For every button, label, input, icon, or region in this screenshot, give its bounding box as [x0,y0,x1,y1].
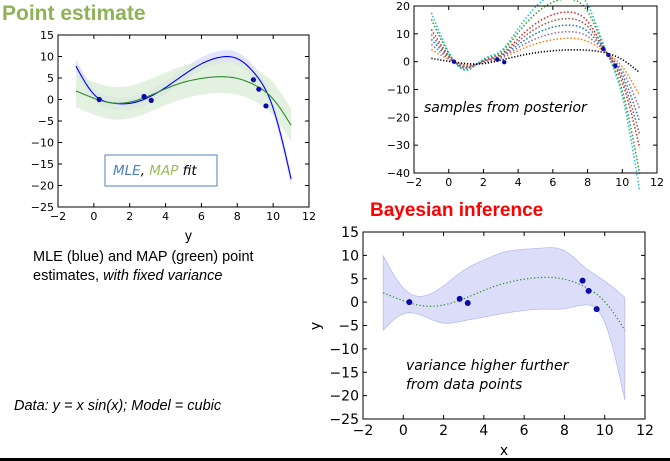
posterior-x-tick-label: 8 [584,176,591,189]
posterior-y-tick-label: 20 [396,0,410,13]
posterior-y-tick-label: 0 [403,56,410,69]
point-estimate-x-tick-label: 8 [234,210,241,223]
point-estimate-data-point [250,77,257,83]
point-estimate-data-point [148,97,154,103]
heading-bayesian-inference: Bayesian inference [370,200,544,221]
posterior-y-tick-label: 10 [396,28,410,41]
bayes-data-point [406,299,413,306]
point-estimate-note: MLE (blue) and MAP (green) point estimat… [33,248,283,286]
bayes-data-point [593,306,600,313]
point-estimate-y-tick-label: −15 [31,158,54,171]
point-estimate-y-tick-label: 0 [47,93,54,106]
point-estimate-y-tick-label: −5 [38,115,54,128]
bayes-y-tick-label: −25 [329,412,359,428]
posterior-x-tick-label: 12 [650,176,664,189]
posterior-data-point [606,52,611,58]
heading-point-estimate: Point estimate [2,2,146,25]
posterior-data-point [495,57,500,62]
fit-legend-mle: MLE [113,163,141,179]
bayes-data-point [456,295,463,302]
fit-legend-text: MLE, MAP fit [113,163,197,179]
posterior-sample-line [430,0,641,192]
bayes-y-axis-label: y [308,322,324,330]
bayes-data-point [579,277,586,284]
bayes-y-tick-label: −20 [329,389,359,405]
posterior-x-tick-label: 0 [445,176,452,189]
bayes-y-tick-label: −15 [329,365,359,381]
point-estimate-y-tick-label: 10 [40,50,54,63]
fit-legend-sep: , [141,163,150,179]
data-model-note: Data: y = x sin(x); Model = cubic [14,398,222,414]
point-estimate-x-tick-label: 6 [198,210,205,223]
point-estimate-x-axis-label: y [185,229,193,244]
bayes-mean-line [382,276,626,331]
posterior-x-tick-label: −2 [406,176,422,189]
bayes-y-tick-label: 10 [341,248,359,264]
bayes-x-tick-label: 2 [439,423,448,439]
posterior-y-tick-label: −10 [387,83,410,96]
point-estimate-x-tick-label: 2 [126,210,133,223]
point-estimate-x-tick-label: 4 [162,210,169,223]
posterior-annotation: samples from posterior [424,100,588,116]
posterior-y-tick-label: −20 [387,111,410,124]
bayes-annotation-line: from data points [406,377,522,393]
posterior-sample-line-dark [431,49,641,74]
posterior-x-tick-label: 6 [549,176,556,189]
bayes-x-axis-label: x [500,443,508,459]
fit-legend-tail: fit [178,163,197,179]
posterior-x-tick-label: 2 [480,176,487,189]
bayes-data-point [464,300,471,307]
bayes-x-tick-label: 10 [596,423,614,439]
bayes-x-tick-label: 0 [399,423,408,439]
posterior-sample-line [430,17,641,135]
posterior-sample-line [430,30,641,110]
point-estimate-y-tick-label: −25 [31,201,54,214]
bayes-x-tick-label: −2 [353,423,374,439]
point-estimate-y-tick-label: −10 [31,136,54,149]
point-estimate-x-tick-label: 0 [90,210,97,223]
bayes-y-tick-label: 5 [350,272,359,288]
posterior-y-tick-label: −40 [387,167,410,180]
point-estimate-x-tick-label: 10 [266,210,280,223]
posterior-data-point [600,46,606,52]
point-estimate-note-text: MLE (blue) and MAP (green) point estimat… [33,249,254,284]
bottom-rule [0,458,670,461]
bayes-y-tick-label: 0 [350,295,359,311]
posterior-y-tick-label: −30 [387,139,410,152]
line-map [75,76,292,126]
point-estimate-data-point [263,103,269,109]
bayes-variance-band [382,247,626,401]
bayes-annotation-line: variance higher further [406,358,570,374]
bayes-y-tick-label: −5 [338,319,359,335]
bayes-y-tick-label: −10 [329,342,359,358]
point-estimate-note-italic: with fixed variance [103,268,223,284]
bayes-x-tick-label: 6 [520,423,529,439]
posterior-data-point [613,63,618,69]
point-estimate-data-point [256,86,262,92]
point-estimate-y-tick-label: 15 [40,29,54,42]
point-estimate-y-tick-label: −20 [31,179,54,192]
bayes-y-tick-label: 15 [341,225,359,241]
point-estimate-y-tick-label: 5 [47,72,54,85]
point-estimate-data-point [141,93,147,100]
fit-legend-map: MAP [149,163,179,179]
point-estimate-x-tick-label: −2 [50,210,66,223]
band-map [75,60,292,142]
point-estimate-data-point [96,96,102,103]
fit-legend-box [104,154,218,187]
posterior-data-point [451,59,457,64]
posterior-x-tick-label: 4 [515,176,522,189]
bayes-x-tick-label: 12 [636,423,654,439]
posterior-data-point [502,60,507,65]
point-estimate-x-tick-label: 12 [302,210,316,223]
bayes-x-tick-label: 8 [560,423,569,439]
posterior-x-tick-label: 10 [615,176,629,189]
bayes-data-point [585,287,592,294]
bayes-x-tick-label: 4 [479,423,488,439]
